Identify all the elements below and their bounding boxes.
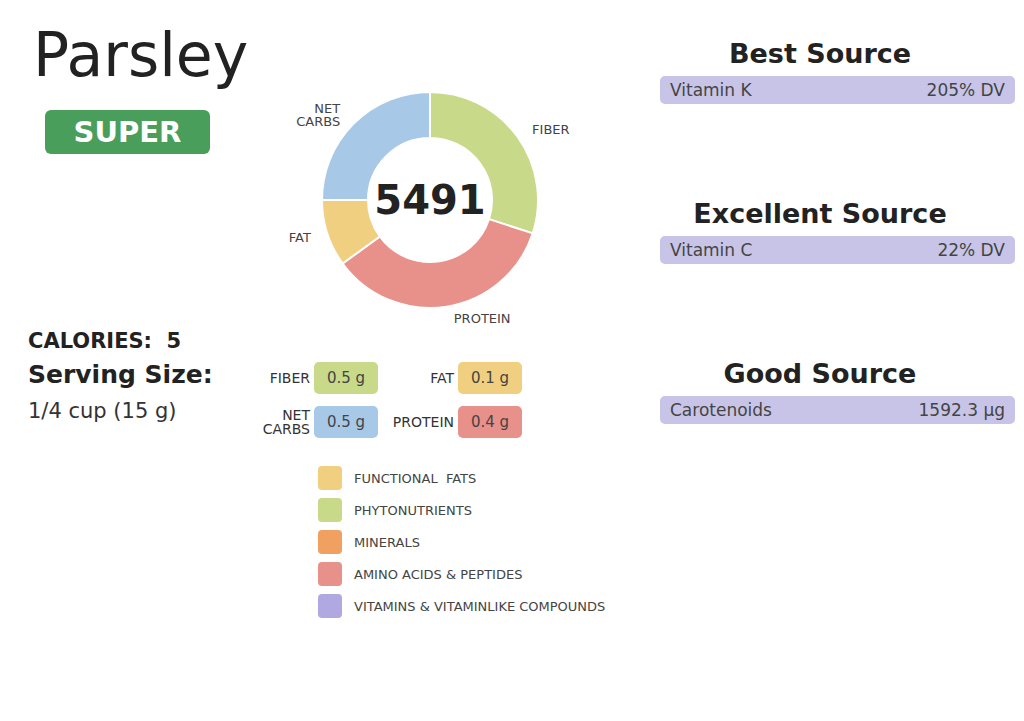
svg-text:SUPER: SUPER <box>74 115 182 149</box>
svg-text:205% DV: 205% DV <box>927 80 1006 100</box>
svg-text:PROTEIN: PROTEIN <box>393 414 454 430</box>
svg-text:NET: NET <box>314 101 341 117</box>
svg-text:AMINO ACIDS & PEPTIDES: AMINO ACIDS & PEPTIDES <box>354 567 522 582</box>
svg-text:Serving Size:: Serving Size: <box>28 360 213 389</box>
svg-text:0.5 g: 0.5 g <box>327 369 365 387</box>
svg-text:0.1 g: 0.1 g <box>471 369 509 387</box>
svg-text:Best Source: Best Source <box>729 38 911 69</box>
svg-text:NET: NET <box>282 407 310 423</box>
svg-text:1/4 cup (15 g): 1/4 cup (15 g) <box>28 399 176 423</box>
svg-text:FAT: FAT <box>289 230 311 245</box>
svg-text:FUNCTIONAL FATS: FUNCTIONAL FATS <box>354 471 476 486</box>
svg-text:1592.3 μg: 1592.3 μg <box>919 400 1006 420</box>
svg-text:VITAMINS & VITAMINLIKE COMPOUN: VITAMINS & VITAMINLIKE COMPOUNDS <box>354 599 605 614</box>
svg-text:PROTEIN: PROTEIN <box>454 311 511 326</box>
svg-text:FIBER: FIBER <box>270 370 311 386</box>
svg-text:Carotenoids: Carotenoids <box>670 400 772 420</box>
svg-text:CARBS: CARBS <box>263 421 310 437</box>
svg-text:22% DV: 22% DV <box>937 240 1005 260</box>
svg-text:Vitamin C: Vitamin C <box>670 240 752 260</box>
svg-text:Vitamin K: Vitamin K <box>670 80 753 100</box>
svg-text:Excellent Source: Excellent Source <box>693 198 946 229</box>
svg-text:FAT: FAT <box>430 370 454 386</box>
svg-text:0.4 g: 0.4 g <box>471 413 509 431</box>
svg-text:Good Source: Good Source <box>724 358 917 389</box>
svg-text:5491: 5491 <box>374 177 485 223</box>
svg-text:0.5 g: 0.5 g <box>327 413 365 431</box>
svg-text:MINERALS: MINERALS <box>354 535 420 550</box>
svg-text:PHYTONUTRIENTS: PHYTONUTRIENTS <box>354 503 472 518</box>
svg-text:CARBS: CARBS <box>296 114 340 129</box>
svg-text:Parsley: Parsley <box>33 20 248 90</box>
svg-text:CALORIES: 5: CALORIES: 5 <box>28 329 181 353</box>
svg-text:FIBER: FIBER <box>532 122 569 137</box>
